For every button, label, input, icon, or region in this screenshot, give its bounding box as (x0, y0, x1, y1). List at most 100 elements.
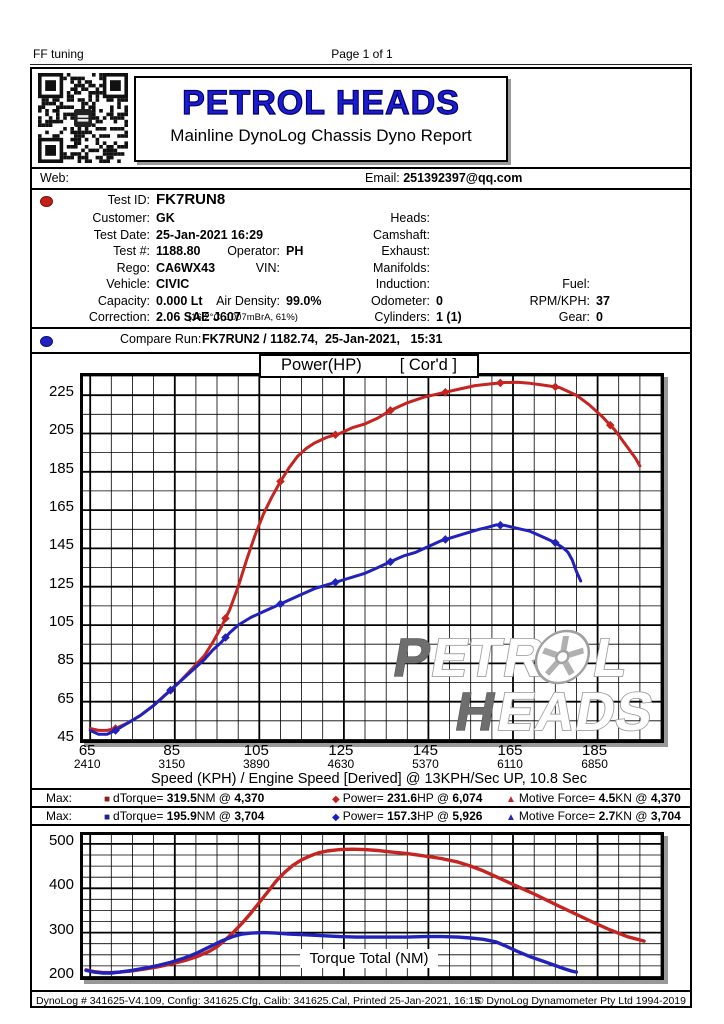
data-point-marker (550, 538, 560, 547)
air-density-label: Air Density: (216, 293, 280, 308)
email-value: 251392397@qq.com (403, 171, 523, 185)
legend-dtorque-run2: ■ dTorque= 195.9NM @ 3,704 (104, 809, 264, 823)
legend-label: Power= (342, 791, 388, 805)
x-axis-rpm-label: 5370 (412, 757, 439, 771)
test-date-label: Test Date: (93, 227, 150, 242)
gear-value: 0 (596, 310, 603, 324)
legend-label: Motive Force= (518, 791, 599, 805)
operator-label: Operator: (227, 244, 280, 258)
compare-bullet-icon (40, 336, 53, 347)
y-axis-tick-label: 125 (48, 574, 74, 592)
legend-row-run1: Max: ■ dTorque= 319.5NM @ 4,370 ◆ Power= 2… (32, 790, 690, 808)
operator-value: PH (286, 244, 304, 258)
legend-dtorque-run1: ■ dTorque= 319.5NM @ 4,370 (104, 791, 264, 805)
diamond-marker-icon: ◆ (332, 812, 340, 823)
test-number-row: Test #: 1188.80 Operator: PH Exhaust: (32, 244, 690, 261)
page-number: Page 1 of 1 (331, 47, 393, 61)
test-number-value: 1188.80 (156, 244, 201, 258)
legend-power-run2: ◆ Power= 157.3HP @ 5,926 (332, 809, 482, 823)
chart-title: Power(HP) [ Cor'd ] (259, 354, 479, 378)
data-point-marker (111, 726, 120, 735)
data-point-marker (221, 633, 230, 642)
email-label: Email: (365, 171, 404, 185)
correction-row: Correction: 2.06 SAE J607 (16.2°C, 1007m… (32, 310, 690, 327)
FK7RUN2 Power (HP) (88, 523, 583, 736)
qr-code (38, 73, 128, 163)
data-point-marker (331, 577, 340, 587)
report-header-left: FF tuning (33, 47, 84, 61)
torque-y-axis-tick-label: 300 (48, 920, 74, 938)
legend-value: 195.9 (166, 809, 197, 823)
max-label: Max: (46, 809, 73, 823)
max-label: Max: (46, 791, 73, 805)
email-field: Email: 251392397@qq.com (365, 171, 522, 185)
air-density-value: 99.0% (286, 293, 322, 308)
heads-label: Heads: (390, 211, 430, 225)
legend-at-value: 3,704 (650, 809, 681, 823)
odometer-value: 0 (436, 293, 443, 308)
legend-power-run1: ◆ Power= 231.6HP @ 6,074 (332, 791, 482, 805)
grid-minor (83, 835, 661, 977)
x-axis-kph-label: 145 (412, 742, 438, 759)
y-axis-tick-label: 185 (48, 459, 74, 477)
y-axis-tick-label: 105 (48, 613, 74, 631)
header-rule (30, 64, 692, 65)
legend-at-value: 5,926 (452, 809, 483, 823)
square-marker-icon: ■ (104, 794, 111, 805)
capacity-row: Capacity: 0.000 Lt Air Density: 99.0% Od… (32, 294, 690, 311)
data-point-marker (386, 557, 395, 567)
data-point-marker (276, 599, 285, 609)
torque-y-axis-tick-label: 400 (48, 876, 74, 894)
vehicle-value: CIVIC (156, 277, 190, 291)
x-axis-kph-label: 165 (497, 742, 523, 759)
data-point-marker (166, 685, 175, 695)
capacity-label: Capacity: (97, 293, 150, 308)
compare-run-value: FK7RUN2 / 1182.74, 25-Jan-2021, 15:31 (202, 332, 443, 346)
camshaft-label: Camshaft: (373, 227, 430, 242)
torque-plot-area (80, 832, 664, 980)
legend-at-value: 4,370 (650, 791, 681, 805)
legend-value: 2.7 (598, 809, 616, 823)
y-axis-tick-label: 65 (57, 689, 74, 707)
legend-label: Power= (342, 809, 388, 823)
data-point-marker (441, 387, 450, 397)
cylinders-label: Cylinders: (374, 310, 430, 324)
legend-value: 319.5 (166, 791, 197, 805)
x-axis-kph-label: 185 (582, 742, 608, 759)
legend-label: dTorque= (113, 809, 167, 823)
test-number-label: Test #: (113, 244, 150, 258)
footer-config-text: DynoLog # 341625-V4.109, Config: 341625.… (36, 995, 481, 1007)
rego-label: Rego: (116, 260, 150, 275)
triangle-marker-icon: ▲ (506, 812, 516, 823)
cylinders-value: 1 (1) (436, 310, 462, 324)
legend-unit: NM @ (196, 791, 235, 805)
vin-label: VIN: (255, 260, 280, 275)
data-point-marker (550, 382, 560, 392)
data-point-marker (441, 535, 450, 544)
legend-label: dTorque= (113, 791, 167, 805)
legend-unit: KN @ (615, 791, 651, 805)
legend-at-value: 3,704 (234, 809, 265, 823)
legend-value: 4.5 (598, 791, 616, 805)
report-page: PETROL HEADS Mainline DynoLog Chassis Dy… (30, 67, 692, 1008)
data-point-marker (496, 378, 505, 388)
rego-value: CA6WX43 (156, 260, 216, 275)
grid-minor (83, 376, 661, 740)
svg-text:L: L (589, 627, 633, 688)
x-axis-rpm-label: 3150 (158, 757, 186, 771)
y-axis-tick-label: 205 (48, 421, 74, 439)
data-point-marker (221, 614, 230, 623)
rpm-kph-value: 37 (596, 293, 610, 308)
customer-label: Customer: (92, 211, 150, 225)
legend-value: 157.3 (387, 809, 418, 823)
fuel-label: Fuel: (562, 277, 590, 291)
grid-major (83, 835, 661, 977)
torque-plot-svg (83, 835, 661, 977)
chart-title-suffix: [ Cor'd ] (399, 356, 457, 374)
test-id-row: Test ID: FK7RUN8 (32, 190, 690, 211)
logo-title: PETROL HEADS (182, 83, 460, 122)
footer-copyright: © DynoLog Dynamometer Pty Ltd 1994-2019 (475, 995, 686, 1007)
y-axis-tick-label: 165 (48, 498, 74, 516)
